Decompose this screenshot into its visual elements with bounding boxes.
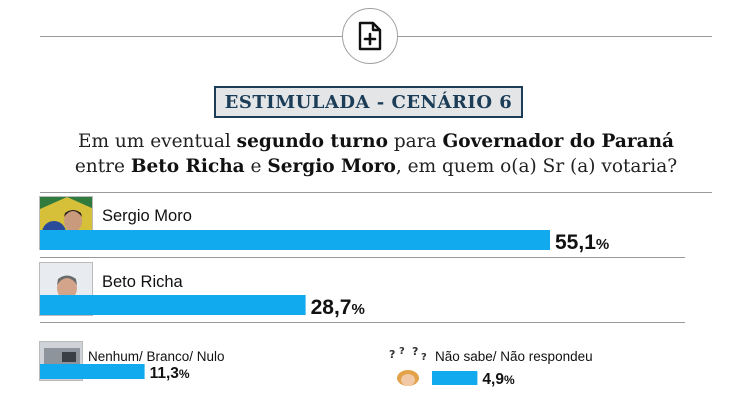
option-name-nenhum: Nenhum/ Branco/ Nulo [88, 349, 225, 364]
bar-nenhum [40, 364, 145, 379]
undecided-illustration: ? ? ? ? [387, 346, 429, 386]
value-label-nao-sabe: 4,9% [482, 371, 515, 388]
question-emphasis: segundo turno [236, 131, 388, 152]
row-divider [40, 322, 685, 323]
question-emphasis: Governador do Paraná [442, 131, 675, 152]
bar-beto-richa [40, 295, 306, 315]
svg-text:?: ? [421, 352, 427, 363]
question-emphasis: Sergio Moro [267, 156, 396, 177]
question-line-1: Em um eventual segundo turno para Govern… [40, 129, 712, 154]
candidate-name-beto-richa: Beto Richa [102, 273, 183, 291]
svg-text:?: ? [389, 348, 395, 361]
svg-text:?: ? [412, 346, 418, 358]
row-divider [40, 257, 685, 258]
question-text: e [244, 156, 268, 177]
row-divider [40, 192, 712, 193]
option-name-nao-sabe: Não sabe/ Não respondeu [435, 349, 593, 364]
bar-sergio-moro [40, 230, 550, 250]
scenario-label: ESTIMULADA - CENÁRIO 6 [214, 86, 523, 118]
svg-text:?: ? [399, 346, 405, 357]
question-text: Em um eventual [77, 131, 237, 152]
candidate-name-sergio-moro: Sergio Moro [102, 207, 192, 225]
document-plus-icon [342, 8, 398, 64]
value-label-sergio-moro: 55,1% [555, 231, 609, 254]
question-emphasis: Beto Richa [130, 156, 245, 177]
question-text: para [387, 131, 443, 152]
value-label-beto-richa: 28,7% [311, 296, 365, 319]
bar-nao-sabe [432, 371, 478, 385]
question-text: , em quem o(a) Sr (a) votaria? [395, 156, 678, 177]
scenario-label-text: ESTIMULADA - CENÁRIO 6 [224, 91, 513, 113]
question-text: entre [74, 156, 131, 177]
value-label-nenhum: 11,3% [150, 365, 190, 382]
question-line-2: entre Beto Richa e Sergio Moro, em quem … [40, 154, 712, 179]
survey-question: Em um eventual segundo turno para Govern… [40, 129, 712, 179]
